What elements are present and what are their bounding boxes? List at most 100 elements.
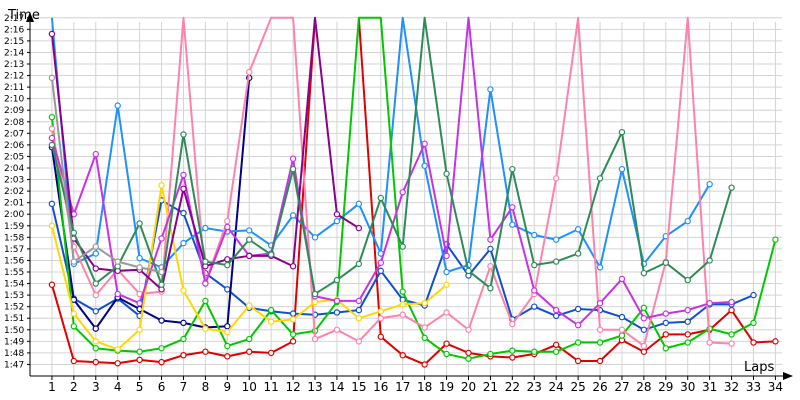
y-tick-label: 1:53 [4, 291, 24, 301]
data-point [574, 226, 582, 233]
data-point [465, 267, 472, 275]
data-point [355, 306, 363, 314]
data-point [421, 324, 428, 331]
y-tick-label: 1:51 [4, 314, 24, 324]
data-point [487, 86, 494, 93]
y-tick-label: 2:10 [4, 95, 24, 105]
data-point [618, 128, 626, 136]
y-tick-label: 2:09 [4, 106, 24, 116]
data-point [70, 229, 78, 236]
y-tick-labels: 1:471:48 1:491:50 1:511:52 1:531:54 1:55 1:56… [4, 14, 24, 371]
y-tick-label: 1:49 [4, 337, 24, 347]
x-tick-label: 9 [223, 380, 231, 394]
x-tick-label: 34 [768, 380, 783, 394]
x-tick-label: 11 [264, 380, 279, 394]
data-point [640, 326, 648, 333]
data-point [136, 356, 143, 364]
data-point [443, 268, 450, 276]
data-point [289, 316, 297, 323]
data-point [289, 212, 297, 219]
series-4 [50, 16, 713, 276]
data-point [333, 217, 341, 225]
data-point [706, 300, 713, 307]
data-point [92, 358, 99, 366]
data-point [158, 235, 165, 242]
data-point [377, 333, 384, 340]
data-point [706, 339, 713, 346]
data-point [750, 291, 757, 299]
series-line [50, 16, 732, 327]
data-point [552, 341, 560, 348]
data-point [48, 200, 56, 208]
data-point [355, 338, 363, 345]
data-point [355, 224, 363, 232]
data-point [289, 155, 297, 162]
data-point [531, 287, 538, 294]
x-tick-label: 13 [307, 380, 322, 394]
y-tick-label: 1:58 [4, 233, 24, 243]
y-tick-label: 1:55 [4, 268, 24, 278]
data-point [662, 345, 670, 352]
x-tick-label: 26 [592, 380, 607, 394]
data-point [443, 309, 450, 316]
data-point [246, 335, 253, 343]
data-point [136, 264, 143, 271]
data-point [574, 305, 582, 313]
axes [26, 12, 793, 380]
x-tick-label: 32 [724, 380, 739, 394]
data-point [487, 284, 494, 292]
series-layer [48, 16, 779, 368]
data-point [574, 339, 582, 346]
data-point [92, 338, 99, 345]
data-point [596, 175, 604, 182]
data-point [574, 250, 582, 257]
data-point [202, 348, 209, 355]
data-point [355, 260, 363, 268]
data-point [333, 326, 341, 333]
data-point [684, 331, 691, 338]
data-point [377, 308, 384, 315]
y-tick-label: 2:12 [4, 72, 24, 82]
data-point [728, 298, 735, 306]
y-tick-label: 2:07 [4, 129, 24, 139]
x-tick-label: 18 [417, 380, 432, 394]
data-point [596, 357, 604, 365]
data-point [421, 334, 428, 342]
x-axis-title: Laps [744, 360, 774, 375]
data-point [224, 223, 231, 231]
data-point [509, 320, 516, 328]
y-tick-label: 2:08 [4, 118, 24, 128]
data-point [509, 221, 516, 228]
data-point [684, 306, 691, 314]
data-point [574, 321, 582, 329]
data-point [311, 234, 319, 241]
data-point [443, 170, 450, 177]
data-point [289, 165, 297, 173]
data-point [509, 347, 516, 354]
data-point [289, 310, 297, 317]
y-tick-label: 2:11 [4, 83, 24, 93]
data-point [114, 258, 121, 265]
y-tick-label: 2:03 [4, 176, 24, 186]
y-tick-label: 1:47 [4, 360, 24, 370]
x-tick-label: 31 [702, 380, 717, 394]
data-point [662, 331, 670, 338]
data-point [289, 263, 297, 270]
series-9 [48, 16, 363, 293]
data-point [224, 261, 231, 269]
data-point [158, 281, 165, 288]
data-point [443, 252, 450, 260]
y-tick-label: 2:05 [4, 152, 24, 162]
data-point [48, 113, 56, 121]
data-point [289, 331, 297, 338]
data-point [246, 227, 253, 234]
data-point [618, 332, 626, 339]
x-tick-label: 23 [527, 380, 542, 394]
data-point [136, 326, 143, 333]
data-point [399, 288, 406, 295]
x-axis-arrow [783, 372, 793, 380]
data-point [70, 323, 78, 330]
data-point [267, 318, 275, 325]
data-point [487, 263, 494, 270]
data-point [640, 304, 648, 312]
